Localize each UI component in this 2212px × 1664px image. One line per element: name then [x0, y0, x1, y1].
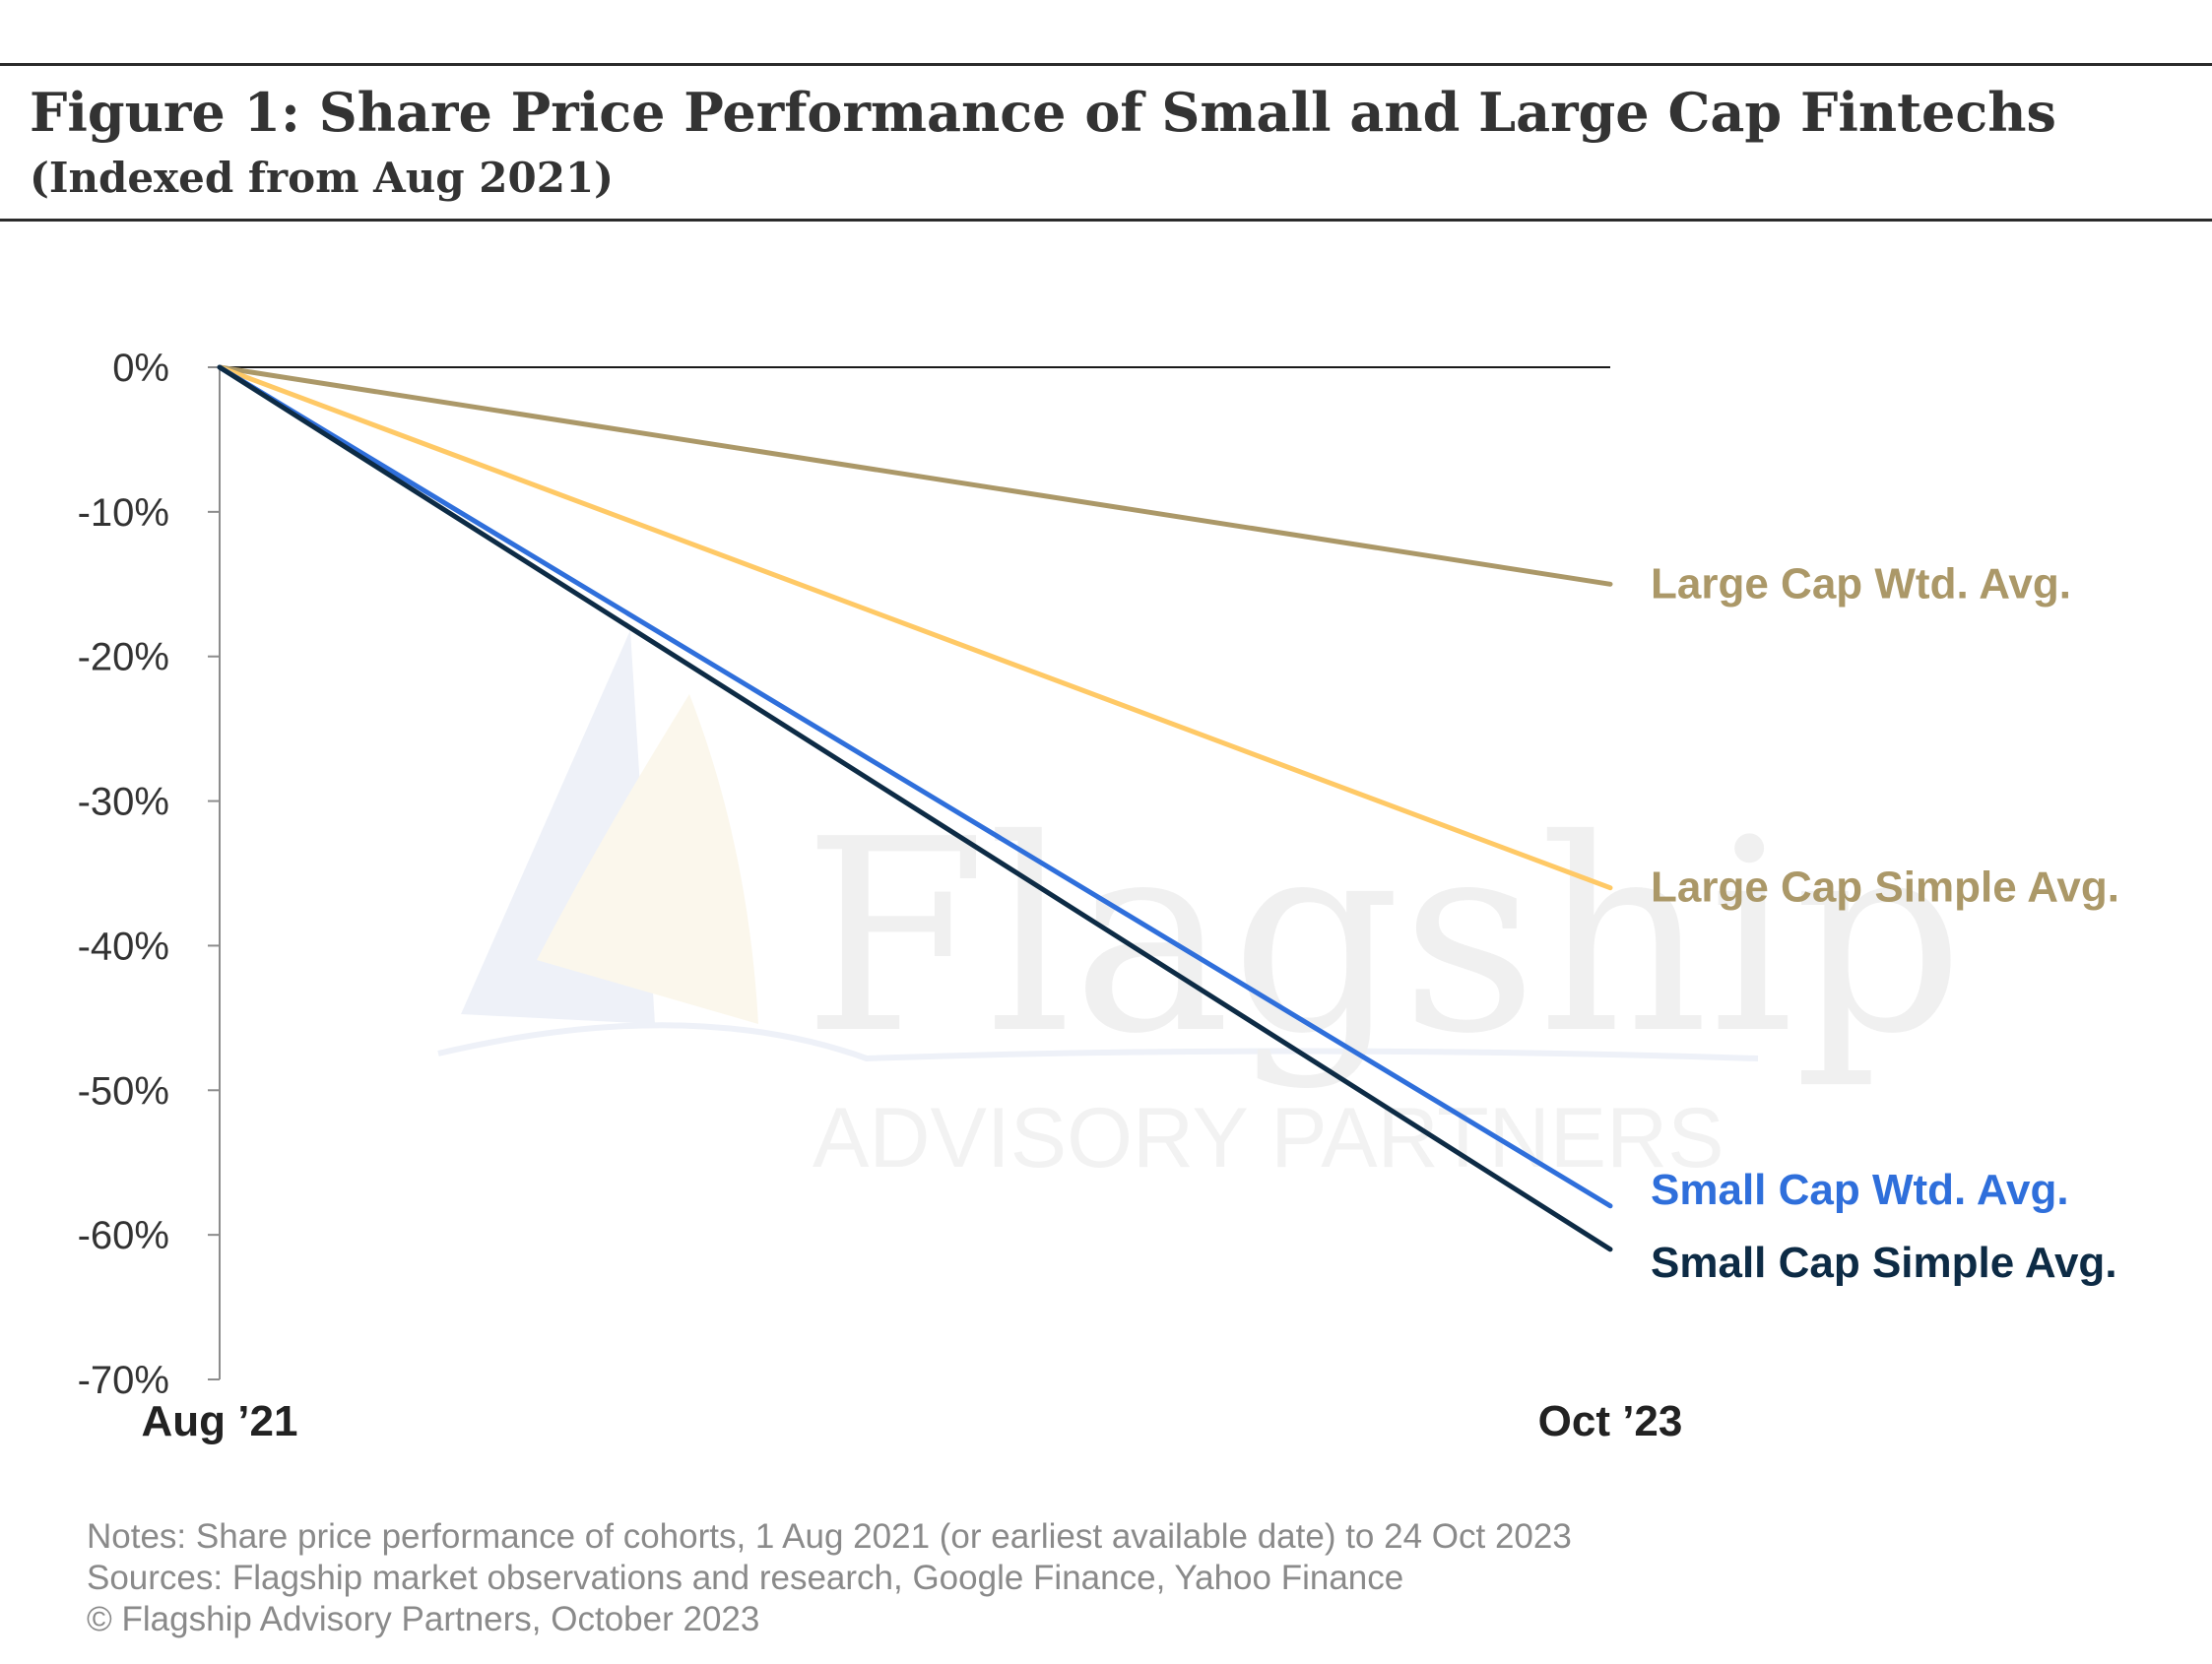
series-line: [217, 364, 1613, 1209]
copyright-line: © Flagship Advisory Partners, October 20…: [87, 1600, 760, 1638]
series-label: Small Cap Simple Avg.: [1651, 1239, 2117, 1287]
y-tick-label: -30%: [78, 781, 169, 824]
top-rule: [0, 63, 2212, 66]
y-tick-label: -50%: [78, 1069, 169, 1113]
y-tick-label: -60%: [78, 1214, 169, 1257]
series-line: [217, 364, 1613, 1252]
chart-subtitle: (Indexed from Aug 2021): [30, 154, 615, 202]
axes: 0% -10% -20% -30% -40% -50% -60% -70%Aug ’21 Oct…: [78, 347, 1683, 1445]
y-tick-label: -70%: [78, 1359, 169, 1402]
y-tick-label: -40%: [78, 925, 169, 968]
y-tick-label: -20%: [78, 636, 169, 679]
series-label: Large Cap Simple Avg.: [1651, 864, 2119, 912]
watermark-brand: Flagship: [803, 782, 1964, 1092]
title-rule: [0, 219, 2212, 222]
series-label: Small Cap Wtd. Avg.: [1651, 1166, 2069, 1214]
watermark: Flagship ADVISORY PARTNERS: [437, 630, 1964, 1185]
y-tick-label: -10%: [78, 491, 169, 535]
x-tick-label: Oct ’23: [1538, 1397, 1683, 1445]
sailboat-logo-icon: [437, 630, 1759, 1062]
series-labels: Large Cap Wtd. Avg. Large Cap Simple Avg.…: [1651, 559, 2119, 1287]
series-group: [217, 364, 1613, 1252]
series-label: Large Cap Wtd. Avg.: [1651, 559, 2071, 608]
notes-block: Notes: Share price performance of cohort…: [87, 1516, 1572, 1640]
series-line: [217, 364, 1613, 891]
sources-line: Sources: Flagship market observations an…: [87, 1559, 1404, 1597]
y-tick-label: 0%: [112, 347, 169, 390]
notes-line: Notes: Share price performance of cohort…: [87, 1517, 1572, 1556]
x-tick-label: Aug ’21: [142, 1397, 298, 1445]
series-line: [217, 364, 1613, 587]
watermark-tagline: ADVISORY PARTNERS: [813, 1091, 1724, 1185]
chart-title: Figure 1: Share Price Performance of Sma…: [30, 81, 2056, 144]
